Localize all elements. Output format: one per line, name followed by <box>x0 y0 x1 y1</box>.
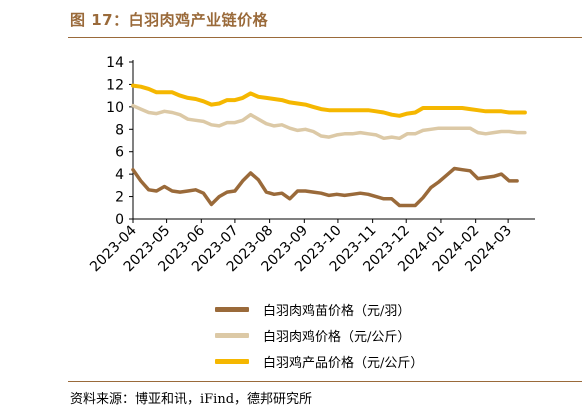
legend-swatch-product <box>215 358 249 364</box>
legend-swatch-broiler <box>215 332 249 338</box>
chart-legend: 白羽肉鸡苗价格（元/羽） 白羽肉鸡价格（元/公斤） 白羽鸡产品价格（元/公斤） <box>215 296 423 374</box>
series-line-chick-price <box>131 166 519 208</box>
figure-title: 图 17：白羽肉鸡产业链价格 <box>70 11 269 29</box>
legend-swatch-chick <box>215 306 249 312</box>
figure-header: 图 17：白羽肉鸡产业链价格 <box>0 0 582 40</box>
series-line-product-price <box>131 83 527 118</box>
y-tick-label: 6 <box>115 145 124 161</box>
y-tick-label: 14 <box>106 55 124 71</box>
y-tick-label: 8 <box>115 122 124 138</box>
legend-label-broiler: 白羽肉鸡价格（元/公斤） <box>263 329 411 345</box>
series-line-broiler-price <box>131 103 527 141</box>
line-chart: 024681012142023-042023-052023-062023-072… <box>87 55 535 275</box>
footer-rule <box>68 381 582 382</box>
legend-item-broiler: 白羽肉鸡价格（元/公斤） <box>215 322 423 348</box>
source-note: 资料来源：博亚和讯，iFind，德邦研究所 <box>70 392 313 407</box>
y-tick-label: 10 <box>106 100 124 116</box>
y-tick-label: 0 <box>115 212 124 228</box>
legend-label-chick: 白羽肉鸡苗价格（元/羽） <box>263 303 411 319</box>
title-rule <box>68 37 582 38</box>
legend-label-product: 白羽鸡产品价格（元/公斤） <box>263 355 424 371</box>
legend-item-chick: 白羽肉鸡苗价格（元/羽） <box>215 296 423 322</box>
y-tick-label: 4 <box>115 167 124 183</box>
legend-item-product: 白羽鸡产品价格（元/公斤） <box>215 348 423 374</box>
y-tick-label: 12 <box>106 77 124 93</box>
y-tick-label: 2 <box>115 190 124 206</box>
